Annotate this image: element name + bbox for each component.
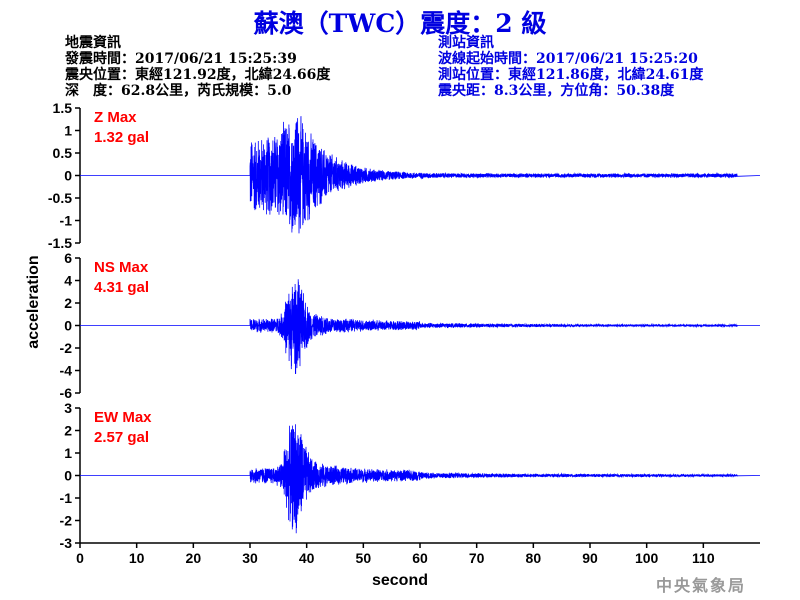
- y-tick-label-EW: -3: [60, 535, 73, 551]
- y-tick-label-EW: -1: [60, 490, 73, 506]
- agency-watermark: 中央氣象局: [656, 576, 747, 595]
- wave-start: 波線起始時間：2017/06/21 15:25:20: [438, 51, 698, 67]
- max-value-EW: 2.57 gal: [94, 429, 149, 446]
- max-label-NS: NS Max: [94, 259, 149, 276]
- y-tick-label-Z: 1.5: [53, 100, 73, 116]
- y-tick-label-NS: -6: [60, 385, 73, 401]
- y-tick-label-NS: 4: [64, 273, 72, 289]
- max-label-Z: Z Max: [94, 109, 137, 126]
- distance-azimuth: 震央距：8.3公里，方位角：50.38度: [438, 83, 675, 99]
- trace-Z: [80, 116, 761, 234]
- max-label-EW: EW Max: [94, 409, 152, 426]
- x-tick-label: 110: [692, 550, 715, 566]
- x-tick-label: 10: [129, 550, 145, 566]
- x-tick-label: 50: [356, 550, 372, 566]
- x-tick-label: 80: [526, 550, 542, 566]
- epicenter: 震央位置：東經121.92度，北緯24.66度: [65, 67, 331, 83]
- y-tick-label-EW: 2: [64, 423, 72, 439]
- max-value-Z: 1.32 gal: [94, 129, 149, 146]
- x-tick-label: 90: [582, 550, 598, 566]
- y-tick-label-NS: 6: [64, 250, 72, 266]
- quake-info-heading: 地震資訊: [65, 35, 121, 51]
- y-tick-label-NS: -2: [60, 340, 73, 356]
- station-location: 測站位置：東經121.86度，北緯24.61度: [438, 67, 704, 83]
- y-tick-label-Z: -1.5: [48, 235, 72, 251]
- y-tick-label-Z: -1: [60, 213, 73, 229]
- max-value-NS: 4.31 gal: [94, 279, 149, 296]
- quake-info: 地震資訊 發震時間：2017/06/21 15:25:39 震央位置：東經121…: [65, 35, 330, 99]
- x-tick-label: 40: [299, 550, 315, 566]
- y-tick-label-Z: 0.5: [53, 145, 73, 161]
- x-tick-label: 70: [469, 550, 485, 566]
- y-axis-label: acceleration: [25, 255, 42, 348]
- station-info-heading: 測站資訊: [438, 35, 494, 51]
- x-axis-label: second: [372, 572, 428, 589]
- y-tick-label-EW: 0: [64, 468, 72, 484]
- chart-title: 蘇澳（TWC）震度：2 級: [253, 9, 547, 38]
- origin-time: 發震時間：2017/06/21 15:25:39: [65, 51, 297, 67]
- y-tick-label-NS: 0: [64, 318, 72, 334]
- x-tick-label: 0: [76, 550, 84, 566]
- y-tick-label-Z: 1: [64, 123, 72, 139]
- trace-NS: [80, 279, 760, 375]
- station-info: 測站資訊 波線起始時間：2017/06/21 15:25:20 測站位置：東經1…: [438, 35, 703, 99]
- x-tick-label: 60: [412, 550, 428, 566]
- y-tick-label-NS: -4: [60, 363, 73, 379]
- y-tick-label-EW: 1: [64, 445, 72, 461]
- x-tick-label: 20: [186, 550, 202, 566]
- y-tick-label-EW: 3: [64, 400, 72, 416]
- depth-magnitude: 深 度：62.8公里，芮氏規模：5.0: [65, 83, 292, 99]
- y-tick-label-Z: -0.5: [48, 190, 72, 206]
- x-tick-label: 100: [635, 550, 659, 566]
- y-tick-label-Z: 0: [64, 168, 72, 184]
- y-tick-label-EW: -2: [60, 513, 73, 529]
- x-tick-label: 30: [242, 550, 258, 566]
- trace-EW: [80, 424, 761, 534]
- y-tick-label-NS: 2: [64, 295, 72, 311]
